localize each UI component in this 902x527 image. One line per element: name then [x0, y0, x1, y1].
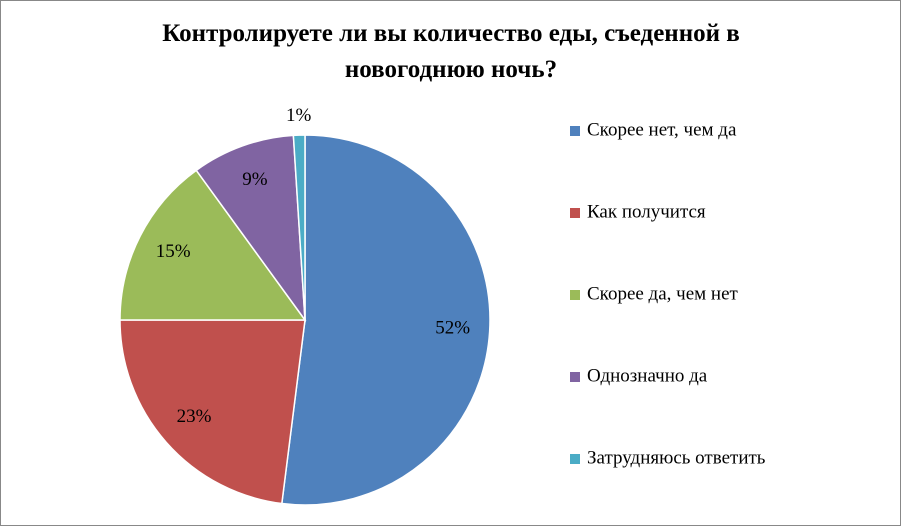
data-label: 15%	[156, 241, 191, 262]
data-label: 52%	[435, 318, 470, 339]
legend-swatch	[570, 126, 580, 136]
data-label: 1%	[286, 105, 312, 126]
data-label: 9%	[242, 169, 268, 190]
pie-slice	[280, 134, 491, 506]
legend-swatch	[570, 290, 580, 300]
pie-slice	[119, 169, 307, 321]
pie-slice	[119, 319, 306, 505]
legend-swatch	[570, 454, 580, 464]
legend-swatch	[570, 372, 580, 382]
pie-slice	[292, 134, 306, 321]
legend-label: Скорее да, чем нет	[587, 283, 739, 304]
pie-slice	[195, 134, 306, 323]
legend-label: Скорее нет, чем да	[587, 119, 737, 140]
legend-label: Как получится	[587, 201, 706, 222]
legend-swatch	[570, 208, 580, 218]
chart-title: Контролируете ли вы количество еды, съед…	[162, 20, 740, 83]
legend-label: Однозначно да	[587, 365, 708, 386]
legend-label: Затрудняюсь ответить	[587, 447, 766, 468]
data-label: 23%	[177, 406, 212, 427]
